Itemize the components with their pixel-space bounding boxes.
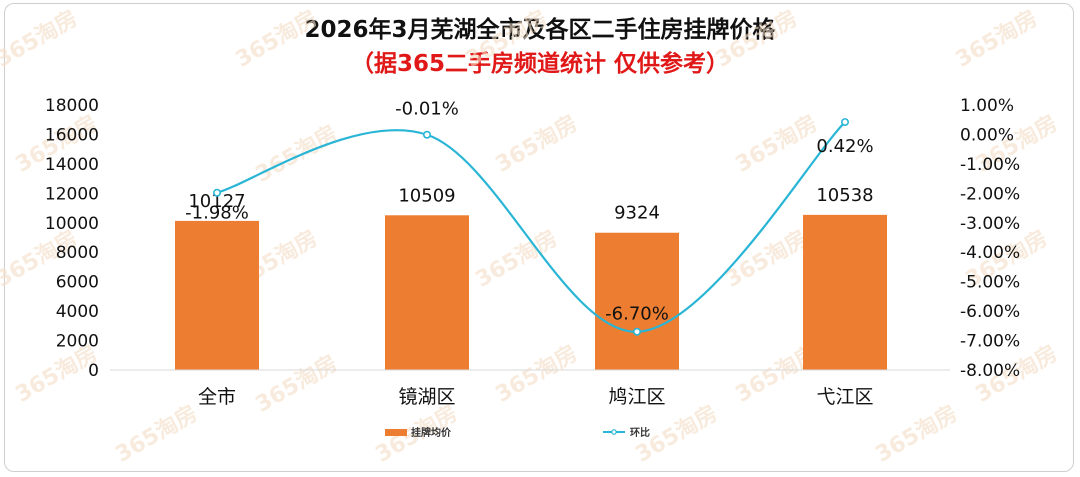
- left-tick-label: 10000: [45, 214, 99, 234]
- right-axis: -8.00% -7.00% -6.00% -5.00% -4.00% -3.00% -2.0…: [960, 96, 1020, 381]
- watermark: 365淘房: [951, 5, 1042, 72]
- left-tick-label: 8000: [56, 243, 99, 263]
- line-value-label: -1.98%: [185, 203, 249, 224]
- watermark: 365淘房: [721, 225, 812, 292]
- legend: 挂牌均价 环比: [385, 426, 650, 439]
- bar-value-label: 10538: [816, 185, 873, 206]
- line-point: [422, 130, 431, 139]
- bar-value-label: 10127: [188, 191, 245, 212]
- left-tick-label: 6000: [56, 273, 99, 293]
- watermark: 365淘房: [0, 5, 82, 72]
- watermark: 365淘房: [871, 400, 962, 467]
- legend-label: 挂牌均价: [411, 426, 452, 439]
- chart-subtitle: （据365二手房频道统计 仅供参考）: [350, 51, 730, 77]
- left-tick-label: 12000: [45, 184, 99, 204]
- category-label: 鸠江区: [608, 386, 665, 408]
- bar: [803, 214, 887, 370]
- right-tick-label: -7.00%: [960, 332, 1020, 352]
- watermark: 365淘房: [711, 5, 802, 72]
- right-tick-label: -5.00%: [960, 273, 1020, 293]
- legend-swatch-bar: [385, 429, 407, 436]
- watermark: 365淘房: [461, 5, 552, 72]
- right-tick-label: 1.00%: [960, 96, 1014, 116]
- right-tick-label: -3.00%: [960, 214, 1020, 234]
- category-label: 镜湖区: [398, 386, 455, 408]
- line-point: [632, 327, 641, 336]
- bar-value-label: 10509: [398, 185, 455, 206]
- left-tick-label: 2000: [56, 332, 99, 352]
- line-value-label: 0.42%: [816, 136, 873, 157]
- line-value-label: -0.01%: [395, 99, 459, 120]
- line-point: [840, 118, 849, 127]
- watermark: 365淘房: [251, 350, 342, 417]
- right-tick-label: -6.00%: [960, 302, 1020, 322]
- right-tick-label: 0.00%: [960, 125, 1014, 145]
- right-tick-label: -4.00%: [960, 243, 1020, 263]
- bar: [385, 215, 469, 370]
- left-axis: 0 2000 4000 6000 8000 10000 12000 14000 16000 180…: [45, 96, 99, 381]
- right-tick-label: -8.00%: [960, 361, 1020, 381]
- line-value-label: -6.70%: [605, 304, 669, 325]
- left-tick-label: 14000: [45, 155, 99, 175]
- line-path: [216, 121, 846, 333]
- legend-swatch-marker: [611, 429, 617, 435]
- chart-title: 2026年3月芜湖全市及各区二手住房挂牌价格: [304, 17, 776, 43]
- left-tick-label: 18000: [45, 96, 99, 116]
- watermark: 365淘房: [491, 340, 582, 407]
- bar: [595, 232, 679, 370]
- line-series: -1.98% -0.01% -6.70% 0.42%: [185, 99, 874, 336]
- left-tick-label: 0: [88, 361, 99, 381]
- category-axis: 全市 镜湖区 鸠江区 弋江区: [198, 386, 874, 408]
- legend-label: 环比: [630, 426, 650, 439]
- line-point: [213, 188, 222, 197]
- left-tick-label: 4000: [56, 302, 99, 322]
- bar-value-label: 9324: [614, 203, 660, 224]
- watermark: 365淘房: [471, 225, 562, 292]
- right-tick-label: -1.00%: [960, 155, 1020, 175]
- left-tick-label: 16000: [45, 125, 99, 145]
- watermark: 365淘房: [231, 5, 322, 72]
- watermark-layer: 365淘房 365淘房 365淘房 365淘房 365淘房 365淘房 365淘房 365淘房…: [0, 5, 1062, 467]
- bar-series: 10127 10509 9324 10538: [110, 185, 950, 371]
- watermark: 365淘房: [491, 110, 582, 177]
- category-label: 全市: [198, 386, 236, 408]
- watermark: 365淘房: [111, 400, 202, 467]
- watermark: 365淘房: [251, 120, 342, 187]
- right-tick-label: -2.00%: [960, 184, 1020, 204]
- chart-frame: [4, 3, 1074, 472]
- bar: [175, 220, 259, 370]
- category-label: 弋江区: [816, 386, 873, 408]
